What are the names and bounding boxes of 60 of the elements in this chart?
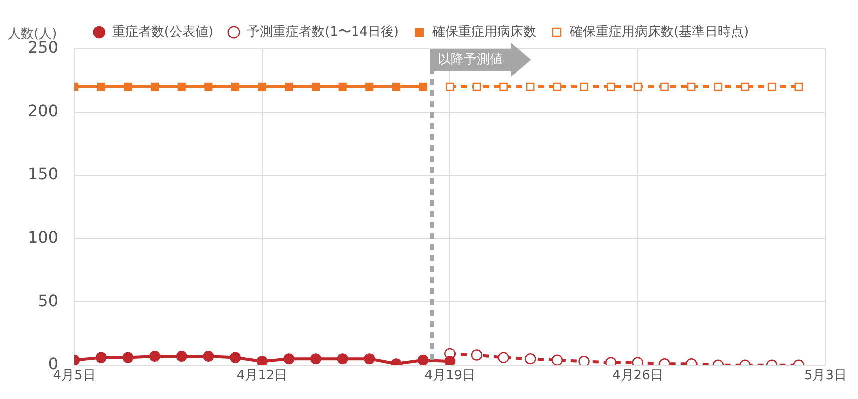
point bbox=[366, 82, 374, 92]
point bbox=[714, 82, 723, 92]
point bbox=[284, 354, 295, 365]
legend-label: 予測重症者数(1〜14日後) bbox=[247, 24, 399, 40]
legend-label: 確保重症用病床数 bbox=[431, 24, 536, 40]
point bbox=[606, 82, 616, 92]
legend-label: 重症者数(公表値) bbox=[112, 24, 214, 40]
ref-line-label: 以降予測値 bbox=[438, 52, 504, 68]
point bbox=[178, 82, 186, 92]
point bbox=[580, 82, 588, 92]
point bbox=[471, 350, 483, 361]
point bbox=[231, 82, 240, 92]
x-tick-label: 4月12日 bbox=[236, 368, 288, 384]
y-tick-label: 100 bbox=[28, 228, 59, 247]
point bbox=[96, 352, 107, 364]
point bbox=[176, 351, 188, 362]
point bbox=[498, 352, 510, 364]
point bbox=[150, 82, 160, 92]
y-axis-title: 人数(人) bbox=[8, 26, 58, 42]
point bbox=[256, 356, 268, 366]
point bbox=[392, 82, 401, 92]
point bbox=[687, 82, 696, 92]
y-tick-label: 50 bbox=[38, 291, 59, 310]
point bbox=[258, 82, 266, 92]
point bbox=[794, 82, 804, 92]
point bbox=[337, 354, 348, 365]
x-tick-label: 4月26日 bbox=[612, 368, 664, 384]
point bbox=[150, 351, 161, 362]
x-tick-label: 4月19日 bbox=[424, 368, 476, 384]
point bbox=[660, 82, 669, 92]
point bbox=[122, 352, 134, 364]
point bbox=[203, 351, 214, 362]
point bbox=[768, 82, 776, 92]
point bbox=[230, 352, 242, 364]
point bbox=[338, 82, 347, 92]
point bbox=[578, 356, 590, 366]
point bbox=[741, 82, 750, 92]
point bbox=[204, 82, 213, 92]
point bbox=[444, 356, 456, 366]
x-tick-label: 4月5日 bbox=[53, 368, 96, 384]
point bbox=[526, 82, 535, 92]
point bbox=[285, 82, 294, 92]
point bbox=[634, 82, 642, 92]
legend-label: 確保重症用病床数(基準日時点) bbox=[568, 24, 750, 40]
point bbox=[472, 82, 482, 92]
point bbox=[552, 354, 564, 366]
point bbox=[97, 82, 106, 92]
point bbox=[418, 354, 429, 366]
y-tick-label: 150 bbox=[28, 164, 59, 184]
point bbox=[364, 354, 376, 365]
point bbox=[312, 82, 320, 92]
point bbox=[525, 353, 536, 365]
point bbox=[310, 354, 322, 365]
point bbox=[446, 82, 454, 92]
point bbox=[553, 82, 562, 92]
y-tick-label: 200 bbox=[28, 101, 59, 120]
point bbox=[124, 82, 132, 92]
x-tick-label: 5月3日 bbox=[804, 368, 847, 384]
point bbox=[500, 82, 508, 92]
point bbox=[419, 82, 428, 92]
